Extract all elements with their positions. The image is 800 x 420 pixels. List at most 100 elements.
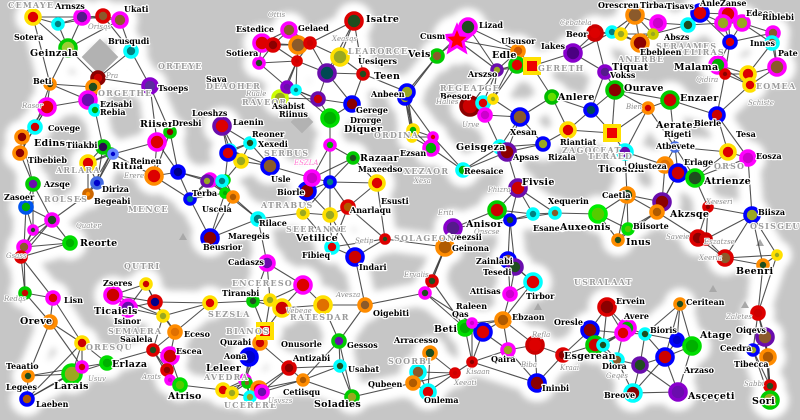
map-node[interactable]	[200, 228, 220, 248]
map-node[interactable]	[323, 138, 337, 152]
map-node[interactable]	[487, 200, 507, 220]
map-node[interactable]	[508, 178, 528, 198]
map-node[interactable]	[146, 343, 160, 357]
map-node[interactable]	[535, 136, 551, 152]
map-node[interactable]	[346, 151, 360, 165]
map-node[interactable]	[669, 332, 685, 348]
map-node[interactable]	[487, 93, 499, 105]
map-node[interactable]	[405, 375, 421, 391]
map-node[interactable]	[733, 14, 751, 32]
map-node[interactable]	[544, 89, 560, 105]
map-node[interactable]	[243, 136, 257, 150]
map-node[interactable]	[427, 131, 439, 143]
map-node[interactable]	[425, 274, 439, 288]
map-node[interactable]	[79, 154, 97, 172]
map-node[interactable]	[333, 359, 347, 373]
map-node[interactable]	[764, 35, 780, 51]
map-node[interactable]	[18, 199, 34, 215]
map-node[interactable]	[708, 55, 728, 75]
map-node[interactable]	[682, 336, 702, 356]
map-node[interactable]	[156, 309, 170, 323]
map-node[interactable]	[42, 314, 58, 330]
map-node[interactable]	[755, 327, 775, 347]
map-node[interactable]	[455, 162, 471, 178]
map-node[interactable]	[614, 324, 632, 342]
map-node[interactable]	[702, 201, 714, 213]
map-node[interactable]	[596, 338, 610, 352]
map-node[interactable]	[233, 153, 249, 169]
map-node[interactable]	[118, 298, 138, 318]
map-node[interactable]	[343, 95, 361, 113]
map-node[interactable]	[200, 174, 214, 188]
map-node[interactable]	[21, 369, 35, 383]
map-node[interactable]	[226, 190, 240, 204]
map-node[interactable]	[324, 239, 340, 255]
map-node[interactable]	[345, 247, 365, 267]
map-node[interactable]	[241, 377, 253, 389]
map-node[interactable]	[107, 148, 119, 160]
map-node[interactable]	[506, 258, 524, 276]
map-node[interactable]	[583, 102, 599, 118]
map-node[interactable]	[641, 101, 655, 115]
map-node[interactable]	[139, 277, 153, 291]
map-node[interactable]	[597, 64, 613, 80]
map-node[interactable]	[12, 145, 28, 161]
map-node[interactable]	[548, 206, 562, 220]
map-node[interactable]	[212, 116, 232, 136]
map-node[interactable]	[767, 57, 787, 77]
map-node[interactable]	[296, 206, 310, 220]
map-node[interactable]	[215, 174, 229, 188]
map-node[interactable]	[160, 363, 174, 377]
map-node[interactable]	[422, 345, 438, 361]
map-node[interactable]	[510, 107, 530, 127]
map-node[interactable]	[164, 374, 176, 386]
map-node[interactable]	[290, 84, 302, 96]
map-node[interactable]	[281, 360, 297, 376]
map-node[interactable]	[330, 47, 350, 67]
map-node[interactable]	[183, 192, 197, 206]
map-node[interactable]	[563, 43, 583, 63]
map-node[interactable]	[344, 11, 364, 31]
map-node[interactable]	[668, 382, 688, 402]
map-node[interactable]	[466, 356, 478, 368]
map-node[interactable]	[406, 123, 420, 137]
map-node[interactable]	[44, 212, 60, 228]
map-node[interactable]	[526, 207, 540, 221]
map-node[interactable]	[503, 213, 517, 227]
map-node[interactable]	[272, 298, 292, 318]
map-node[interactable]	[303, 169, 321, 187]
map-node[interactable]	[225, 386, 239, 400]
map-node[interactable]	[219, 144, 237, 162]
map-node[interactable]	[99, 355, 115, 371]
map-node[interactable]	[502, 286, 518, 302]
map-node[interactable]	[27, 119, 43, 135]
map-node[interactable]	[743, 206, 761, 224]
map-node[interactable]	[763, 379, 777, 393]
map-node[interactable]	[271, 89, 289, 107]
map-node[interactable]	[25, 176, 41, 192]
map-node[interactable]	[45, 290, 61, 306]
map-node[interactable]	[473, 322, 493, 342]
map-node-square[interactable]	[603, 124, 621, 142]
map-node[interactable]	[95, 139, 111, 155]
map-node[interactable]	[630, 33, 650, 53]
map-node[interactable]	[690, 3, 710, 23]
map-node[interactable]	[73, 8, 91, 26]
map-node[interactable]	[95, 8, 111, 24]
map-node[interactable]	[111, 11, 129, 29]
map-node[interactable]	[660, 90, 680, 110]
map-node[interactable]	[680, 17, 696, 33]
map-node[interactable]	[429, 48, 445, 64]
map-node[interactable]	[497, 142, 517, 162]
map-node[interactable]	[82, 188, 94, 200]
map-node[interactable]	[714, 14, 732, 32]
map-node[interactable]	[655, 347, 675, 367]
map-node[interactable]	[623, 383, 643, 403]
map-node[interactable]	[18, 286, 32, 300]
map-node[interactable]	[494, 311, 512, 329]
map-node[interactable]	[340, 199, 356, 215]
map-node[interactable]	[605, 80, 625, 100]
map-node[interactable]	[322, 207, 338, 223]
map-node[interactable]	[356, 67, 370, 81]
map-node[interactable]	[588, 204, 608, 224]
